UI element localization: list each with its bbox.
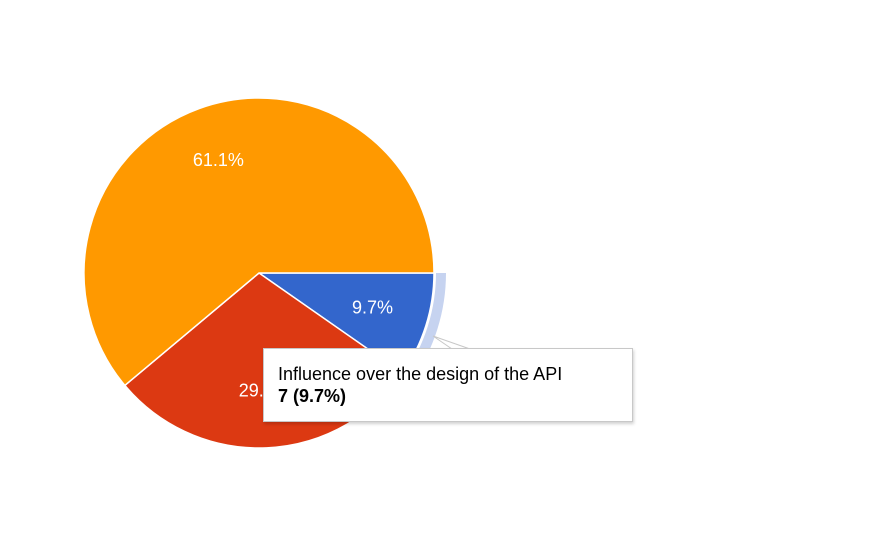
slice-label-1: 9.7%	[352, 297, 393, 317]
pie-slice-3[interactable]	[83, 97, 435, 387]
tooltip: Influence over the design of the API 7 (…	[263, 348, 633, 422]
slice-label-3: 61.1%	[193, 150, 244, 170]
tooltip-title: Influence over the design of the API	[278, 364, 563, 384]
slice-highlight-ring	[404, 273, 446, 381]
tooltip-value: 7 (9.7%)	[278, 386, 347, 406]
